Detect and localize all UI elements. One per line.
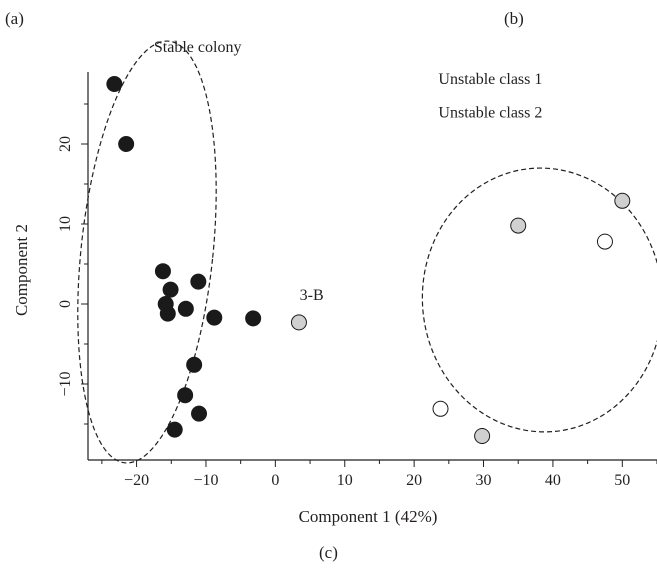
data-point	[596, 233, 613, 250]
y-tick-label: 20	[57, 136, 74, 152]
x-tick-label: −20	[124, 472, 149, 489]
data-point	[474, 428, 491, 444]
annotation-label: Unstable class 1	[438, 71, 542, 88]
y-axis-label: Component 2	[12, 224, 31, 316]
data-point	[177, 300, 194, 317]
data-point	[191, 405, 208, 422]
data-point	[510, 217, 527, 234]
group-ellipse-2	[421, 167, 657, 433]
data-point	[166, 421, 183, 438]
y-tick-label: 10	[57, 216, 74, 232]
data-point	[432, 400, 449, 417]
data-point	[162, 281, 179, 298]
data-point	[206, 309, 223, 326]
data-point	[186, 356, 203, 373]
annotation-label: Unstable class 2	[438, 105, 542, 122]
group-ellipse-1	[77, 40, 217, 464]
data-point	[190, 273, 207, 290]
x-tick-label: 40	[545, 472, 561, 489]
panel-label-c: (c)	[319, 543, 338, 562]
data-point	[106, 76, 123, 92]
data-point	[154, 263, 171, 280]
annotation-label: Stable colony	[154, 39, 242, 56]
x-tick-label: −10	[193, 472, 218, 489]
y-tick-label: 0	[57, 300, 74, 308]
group-ellipses	[77, 40, 657, 464]
x-tick-label: 30	[476, 472, 492, 489]
x-tick-label: 50	[614, 472, 630, 489]
axes: −20 −10 0 10 20 30 40 50 −10 0 10 20	[57, 72, 657, 489]
x-axis-label: Component 1 (42%)	[299, 507, 438, 526]
data-point	[290, 314, 307, 331]
data-point	[614, 192, 631, 209]
y-tick-label: −10	[57, 371, 74, 396]
annotations: Stable colony 3-B Unstable class 1 Unstable…	[154, 39, 542, 304]
data-point	[177, 387, 194, 404]
x-tick-label: 10	[337, 472, 353, 489]
x-tick-label: 0	[271, 472, 279, 489]
x-tick-label: 20	[406, 472, 422, 489]
panel-label-b: (b)	[504, 9, 524, 28]
annotation-label: 3-B	[300, 287, 324, 304]
data-point	[159, 305, 176, 322]
data-points	[106, 76, 631, 444]
data-point	[245, 310, 262, 327]
data-point	[118, 136, 135, 152]
panel-label-a: (a)	[5, 9, 24, 28]
